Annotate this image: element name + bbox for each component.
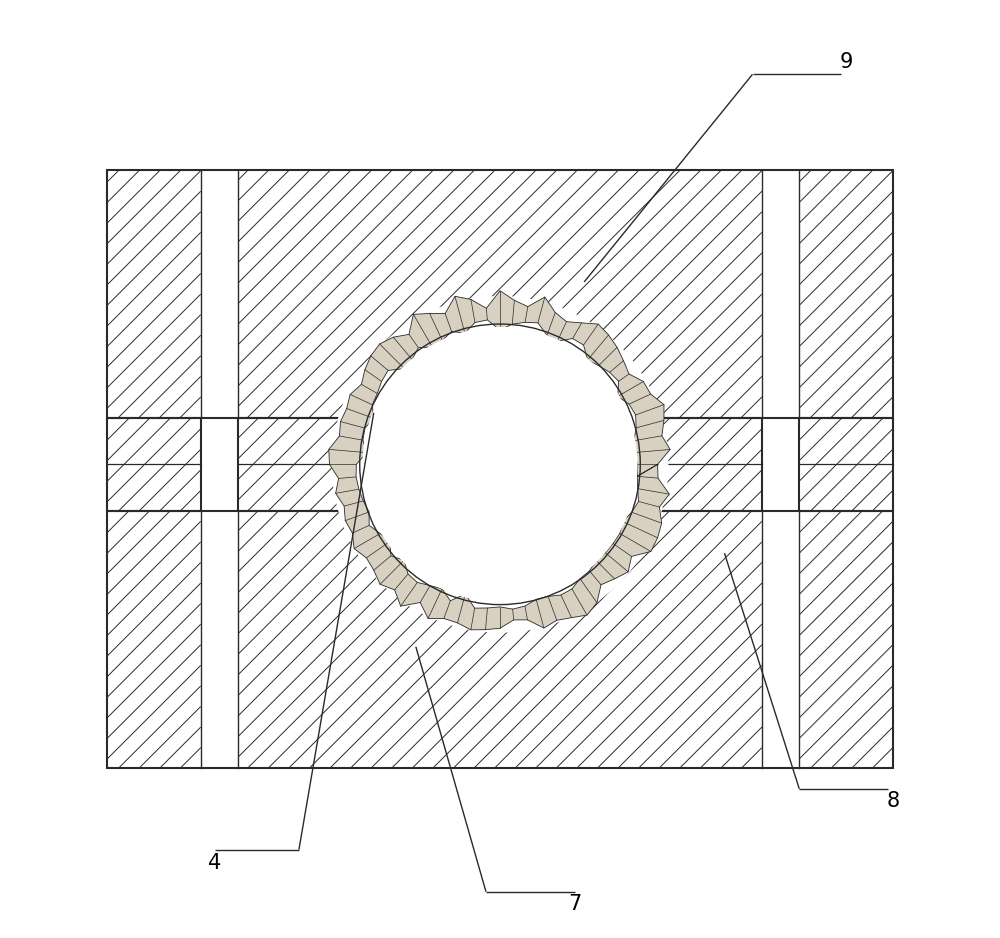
Bar bbox=[107, 511, 201, 768]
Bar bbox=[799, 511, 893, 768]
Bar bbox=[762, 170, 799, 417]
Bar bbox=[238, 170, 762, 417]
Text: 4: 4 bbox=[208, 853, 221, 872]
Bar bbox=[799, 417, 893, 511]
Bar bbox=[201, 511, 238, 768]
Bar bbox=[762, 417, 799, 511]
Bar bbox=[107, 417, 201, 511]
Bar bbox=[238, 417, 762, 511]
Bar bbox=[201, 170, 238, 417]
Bar bbox=[107, 511, 893, 768]
Bar bbox=[238, 511, 762, 768]
Bar bbox=[762, 511, 799, 768]
Bar bbox=[799, 170, 893, 417]
Bar bbox=[799, 417, 893, 511]
Bar bbox=[107, 170, 201, 417]
Text: 8: 8 bbox=[886, 791, 899, 811]
Circle shape bbox=[363, 326, 637, 602]
Bar bbox=[107, 170, 893, 417]
Polygon shape bbox=[329, 291, 670, 629]
Bar bbox=[107, 417, 201, 511]
Bar bbox=[238, 417, 762, 511]
Bar bbox=[201, 417, 238, 511]
Text: 9: 9 bbox=[839, 53, 853, 72]
Circle shape bbox=[332, 296, 668, 632]
Text: 7: 7 bbox=[568, 894, 581, 914]
